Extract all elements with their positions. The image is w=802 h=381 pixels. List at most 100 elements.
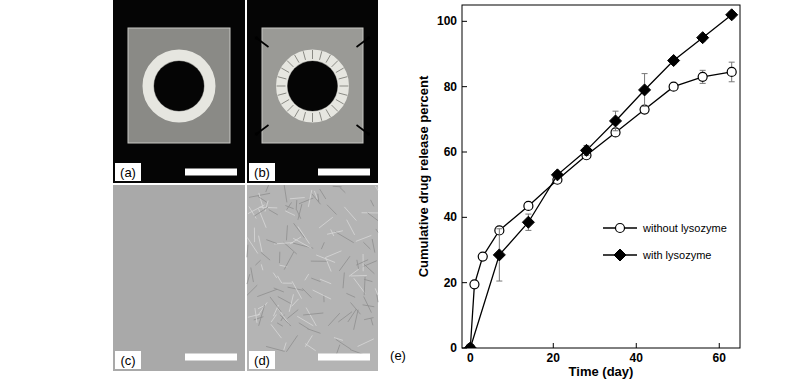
texture [282, 283, 292, 284]
texture [261, 252, 270, 260]
texture [334, 338, 343, 341]
texture [259, 236, 263, 252]
scale-bar [185, 169, 237, 176]
series [464, 9, 737, 348]
texture [317, 194, 319, 202]
texture [266, 346, 285, 351]
legend: without lysozyme with lysozyme [603, 222, 727, 261]
y-tick-label: 100 [437, 14, 457, 28]
texture [336, 339, 351, 349]
wrinkle [278, 93, 287, 95]
wrinkle [339, 77, 348, 79]
wrinkle [281, 100, 289, 105]
panel-label: (c) [120, 353, 135, 368]
texture [294, 223, 305, 238]
scale-bar [318, 354, 370, 361]
legend-marker [616, 224, 625, 233]
plot-frame [462, 5, 740, 348]
wrinkle [336, 100, 344, 105]
wrinkle [303, 51, 305, 60]
texture [273, 273, 276, 278]
texture [328, 313, 340, 326]
texture [362, 212, 378, 213]
texture [274, 288, 284, 292]
hole [288, 61, 338, 111]
data-point [697, 32, 709, 44]
arrow-head [255, 132, 259, 136]
texture [364, 277, 366, 295]
wrinkle [312, 50, 313, 59]
data-point [580, 144, 592, 156]
wrinkle [326, 55, 331, 63]
texture [377, 294, 378, 302]
texture [270, 297, 281, 312]
texture [364, 297, 372, 313]
arrow [357, 38, 369, 47]
texture [377, 187, 378, 189]
texture [258, 196, 267, 202]
data-point [464, 342, 476, 348]
texture [351, 302, 361, 314]
x-tick-label: 60 [713, 351, 727, 365]
label-box [115, 163, 141, 181]
texture [376, 229, 378, 232]
ring [282, 55, 344, 117]
y-tick [462, 21, 467, 22]
texture [311, 278, 320, 282]
data-point [522, 216, 534, 228]
texture [254, 228, 255, 243]
texture [292, 299, 299, 307]
data-point [493, 249, 505, 261]
wrinkle [287, 61, 293, 67]
photo-panel: (d) [247, 185, 378, 371]
x-tick [719, 343, 720, 348]
series [466, 62, 736, 348]
x-tick [636, 343, 637, 348]
texture [259, 207, 277, 209]
texture [375, 186, 378, 191]
texture [364, 318, 373, 320]
texture [278, 297, 291, 304]
texture [285, 206, 293, 209]
texture [286, 225, 287, 240]
arrow-head [367, 132, 371, 136]
data-point [669, 82, 678, 91]
texture [327, 205, 336, 215]
wrinkle [319, 51, 321, 60]
texture [271, 324, 281, 338]
texture [356, 260, 368, 265]
label-box [249, 351, 275, 369]
legend-label: with lysozyme [642, 249, 711, 261]
y-tick-label: 0 [450, 341, 457, 355]
texture [305, 335, 312, 346]
data-point [610, 115, 622, 127]
sem-image [247, 185, 378, 371]
y-tick [462, 282, 467, 283]
texture [321, 242, 324, 249]
texture [347, 220, 355, 235]
data-point [727, 67, 736, 76]
data-point [726, 9, 738, 21]
x-tick-label: 40 [630, 351, 644, 365]
wrinkle [278, 77, 287, 79]
texture [259, 305, 265, 326]
legend-marker [614, 249, 626, 261]
film [128, 28, 230, 143]
wrinkle [332, 105, 338, 111]
texture [339, 256, 350, 271]
texture [257, 289, 277, 296]
texture [255, 260, 260, 265]
texture [327, 231, 343, 235]
data-point [668, 55, 680, 67]
texture [372, 239, 375, 253]
sem-image [113, 185, 245, 371]
data-point [698, 72, 707, 81]
data-point [470, 280, 479, 289]
wrinkle [295, 55, 300, 63]
texture [247, 274, 250, 284]
texture [299, 198, 313, 204]
texture [284, 252, 293, 270]
data-point [478, 252, 487, 261]
texture [351, 275, 367, 277]
legend-label: without lysozyme [642, 222, 727, 234]
